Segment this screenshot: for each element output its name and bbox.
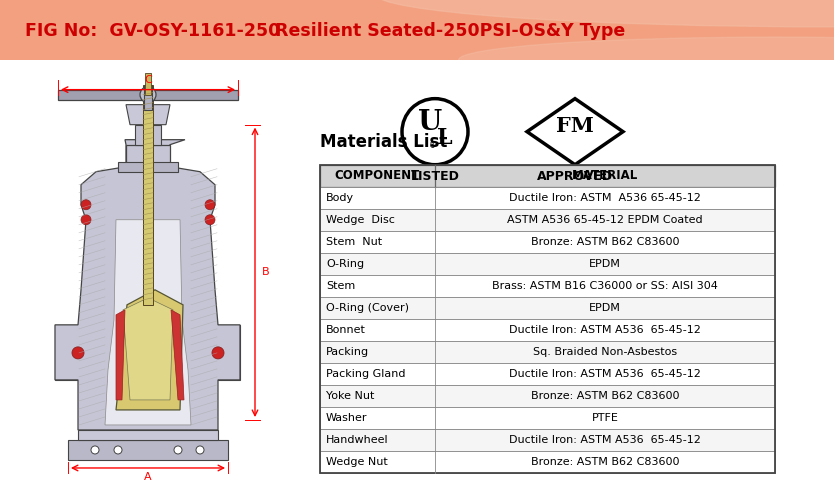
Bar (320, 297, 775, 319)
Text: MATERIAL: MATERIAL (572, 169, 638, 182)
Text: APPROVED: APPROVED (537, 170, 613, 183)
Polygon shape (68, 440, 228, 460)
Polygon shape (55, 140, 240, 430)
Text: Stem: Stem (326, 281, 355, 291)
Polygon shape (218, 325, 240, 380)
Polygon shape (105, 220, 191, 425)
Bar (320, 231, 775, 253)
Circle shape (81, 200, 91, 210)
Text: Body: Body (326, 193, 354, 203)
Circle shape (229, 365, 235, 371)
Text: A: A (144, 472, 152, 482)
Text: Brass: ASTM B16 C36000 or SS: AISI 304: Brass: ASTM B16 C36000 or SS: AISI 304 (492, 281, 718, 291)
Text: EPDM: EPDM (589, 303, 621, 313)
Text: Packing: Packing (326, 347, 369, 357)
Circle shape (140, 87, 156, 102)
Text: C: C (144, 74, 152, 85)
Polygon shape (55, 325, 78, 380)
Text: Bronze: ASTM B62 C83600: Bronze: ASTM B62 C83600 (530, 457, 679, 467)
Bar (320, 429, 775, 451)
Polygon shape (116, 290, 183, 410)
Bar (143, 85, 153, 305)
Text: Resilient Seated-250PSI-OS&Y Type: Resilient Seated-250PSI-OS&Y Type (275, 22, 626, 40)
Text: Ductile Iron: ASTM A536  65-45-12: Ductile Iron: ASTM A536 65-45-12 (509, 369, 701, 379)
Polygon shape (527, 98, 623, 165)
Polygon shape (78, 430, 218, 440)
Polygon shape (126, 145, 170, 167)
Text: ASTM A536 65-45-12 EPDM Coated: ASTM A536 65-45-12 EPDM Coated (507, 215, 703, 225)
Text: PTFE: PTFE (591, 413, 619, 423)
Text: Ductile Iron: ASTM A536  65-45-12: Ductile Iron: ASTM A536 65-45-12 (509, 435, 701, 445)
Bar (320, 187, 775, 209)
Bar (320, 407, 775, 429)
Circle shape (229, 334, 235, 340)
Text: Stem  Nut: Stem Nut (326, 237, 382, 247)
Circle shape (174, 446, 182, 454)
Circle shape (375, 0, 834, 27)
Text: Yoke Nut: Yoke Nut (326, 391, 374, 401)
Polygon shape (118, 162, 178, 172)
Circle shape (114, 446, 122, 454)
Text: FIG No:  GV-OSY-1161-250: FIG No: GV-OSY-1161-250 (25, 22, 280, 40)
Text: O-Ring: O-Ring (326, 259, 364, 269)
Bar (320, 363, 775, 385)
Circle shape (212, 347, 224, 359)
Text: LISTED: LISTED (410, 170, 460, 183)
Text: Ductile Iron: ASTM  A536 65-45-12: Ductile Iron: ASTM A536 65-45-12 (509, 193, 701, 203)
Polygon shape (135, 124, 161, 145)
Text: U: U (418, 109, 442, 136)
Bar (320, 341, 775, 363)
Polygon shape (123, 298, 173, 400)
Bar (320, 209, 775, 231)
Bar (145, 73, 151, 95)
Text: B: B (262, 267, 269, 277)
Text: Handwheel: Handwheel (326, 435, 389, 445)
Bar (58, 90, 238, 99)
Bar (320, 319, 775, 341)
Text: L: L (437, 127, 453, 148)
Circle shape (205, 215, 215, 225)
Text: COMPONENT: COMPONENT (335, 169, 420, 182)
Circle shape (459, 37, 834, 82)
Circle shape (59, 365, 65, 371)
Circle shape (81, 215, 91, 225)
Polygon shape (171, 310, 184, 400)
Text: FM: FM (556, 116, 594, 136)
Circle shape (72, 347, 84, 359)
Bar (320, 385, 775, 407)
Bar (144, 85, 152, 110)
Polygon shape (0, 0, 834, 60)
Circle shape (402, 98, 468, 165)
Text: ®: ® (430, 141, 437, 150)
Bar (320, 165, 775, 187)
Circle shape (205, 200, 215, 210)
Text: Sq. Braided Non-Asbestos: Sq. Braided Non-Asbestos (533, 347, 677, 357)
Text: Bronze: ASTM B62 C83600: Bronze: ASTM B62 C83600 (530, 391, 679, 401)
Text: EPDM: EPDM (589, 259, 621, 269)
Circle shape (196, 446, 204, 454)
Bar (320, 165, 775, 473)
Circle shape (91, 446, 99, 454)
Text: Packing Gland: Packing Gland (326, 369, 405, 379)
Bar (320, 275, 775, 297)
Polygon shape (126, 105, 170, 124)
Polygon shape (116, 310, 125, 400)
Bar (320, 253, 775, 275)
Text: Wedge  Disc: Wedge Disc (326, 215, 394, 225)
Text: Bonnet: Bonnet (326, 325, 366, 335)
Text: Bronze: ASTM B62 C83600: Bronze: ASTM B62 C83600 (530, 237, 679, 247)
Bar (320, 451, 775, 473)
Text: Materials List: Materials List (320, 133, 447, 151)
Circle shape (59, 334, 65, 340)
Text: Wedge Nut: Wedge Nut (326, 457, 388, 467)
Text: Washer: Washer (326, 413, 368, 423)
Text: Ductile Iron: ASTM A536  65-45-12: Ductile Iron: ASTM A536 65-45-12 (509, 325, 701, 335)
Text: O-Ring (Cover): O-Ring (Cover) (326, 303, 409, 313)
